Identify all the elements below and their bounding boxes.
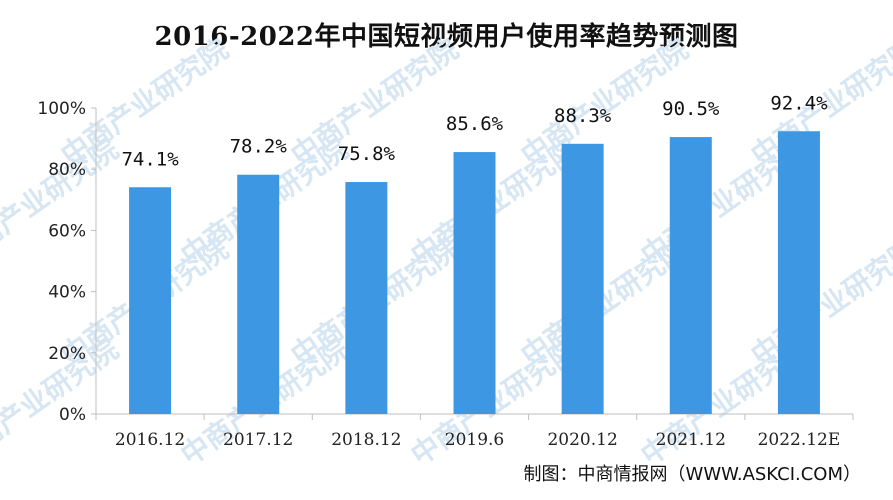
data-label: 74.1% [121, 148, 179, 170]
x-category-label: 2019.6 [445, 430, 504, 450]
y-tick-label: 20% [48, 344, 86, 364]
source-credit: 制图：中商情报网（WWW.ASKCI.COM） [523, 464, 861, 485]
data-label: 78.2% [230, 136, 288, 158]
y-tick-label: 60% [48, 221, 86, 241]
data-label: 75.8% [338, 143, 396, 165]
bar [237, 174, 280, 414]
data-label: 88.3% [554, 105, 612, 127]
x-category-label: 2016.12 [115, 430, 185, 450]
bar [669, 137, 712, 414]
y-tick-label: 100% [37, 99, 86, 119]
bar [777, 131, 820, 415]
x-category-label: 2017.12 [223, 430, 293, 450]
x-category-label: 2018.12 [331, 430, 401, 450]
bar [561, 143, 604, 414]
bar [129, 187, 172, 414]
x-category-label: 2021.12 [656, 430, 726, 450]
data-label: 85.6% [446, 113, 504, 135]
bar [453, 152, 496, 414]
x-category-label: 2022.12E [758, 430, 841, 450]
y-tick-label: 80% [48, 160, 86, 180]
y-tick-label: 0% [59, 405, 86, 425]
chart-title: 2016-2022年中国短视频用户使用率趋势预测图 [154, 22, 739, 52]
data-label: 92.4% [770, 92, 828, 114]
data-label: 90.5% [662, 98, 720, 120]
x-category-label: 2020.12 [547, 430, 617, 450]
y-tick-label: 40% [48, 283, 86, 303]
bar [345, 182, 388, 414]
